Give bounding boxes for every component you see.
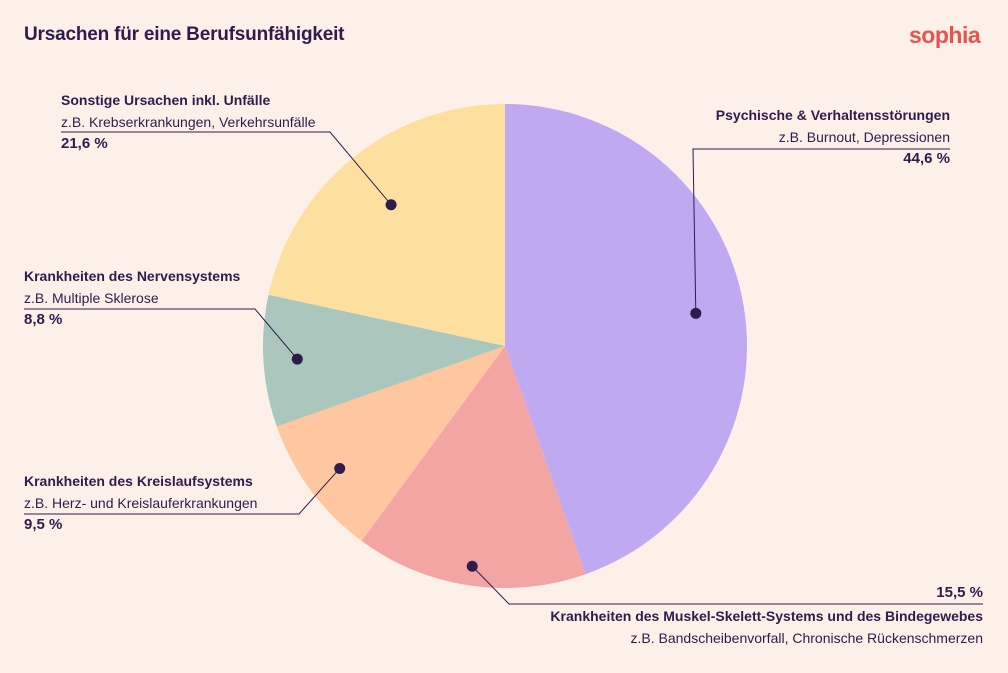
slice-nervensystem [262, 294, 505, 427]
label-psychische: Psychische & Verhaltensstörungen z.B. Bu… [716, 104, 950, 170]
label-example: z.B. Herz- und Kreislauferkrankungen [24, 495, 258, 511]
leader-line [24, 308, 298, 360]
leader-dot [385, 199, 397, 211]
label-percent: 21,6 % [61, 135, 108, 152]
leader-dot [466, 560, 478, 572]
sophia-logo: sophia [909, 22, 981, 48]
label-nervensystem: Krankheiten des Nervensystems z.B. Multi… [24, 265, 240, 331]
label-name: Krankheiten des Nervensystems [24, 268, 241, 284]
leader-line [24, 468, 341, 515]
label-name: Krankheiten des Kreislaufsystems [24, 473, 253, 489]
label-example: z.B. Krebserkrankungen, Verkehrsunfälle [61, 114, 316, 130]
label-percent: 9,5 % [24, 516, 63, 533]
leader-dot [334, 462, 346, 474]
label-example: z.B. Bandscheibenvorfall, Chronische Rüc… [630, 630, 983, 646]
slice-sonstige [268, 104, 505, 346]
label-name: Krankheiten des Muskel-Skelett-Systems u… [550, 608, 983, 624]
leader-dot [690, 307, 702, 319]
label-sonstige: Sonstige Ursachen inkl. Unfälle z.B. Kre… [61, 89, 315, 155]
label-example: z.B. Multiple Sklerose [24, 290, 159, 306]
label-muskel: Krankheiten des Muskel-Skelett-Systems u… [550, 605, 983, 649]
label-example: z.B. Burnout, Depressionen [778, 129, 950, 145]
leader-dot [291, 353, 303, 365]
slice-psychische [505, 104, 748, 575]
label-muskel-percent: 15,5 % [936, 582, 983, 604]
chart-title: Ursachen für eine Berufsunfähigkeit [24, 24, 345, 45]
slice-kreislauf [276, 346, 505, 541]
label-name: Psychische & Verhaltensstörungen [715, 107, 950, 123]
label-percent: 44,6 % [903, 150, 950, 167]
label-name: Sonstige Ursachen inkl. Unfälle [61, 92, 271, 108]
slice-muskel-skelett [361, 346, 586, 588]
leader-line [692, 148, 950, 314]
label-kreislauf: Krankheiten des Kreislaufsystems z.B. He… [24, 470, 257, 536]
leader-line [471, 565, 983, 605]
label-percent: 8,8 % [24, 311, 63, 328]
label-percent: 15,5 % [936, 584, 983, 601]
leader-line [61, 131, 392, 206]
